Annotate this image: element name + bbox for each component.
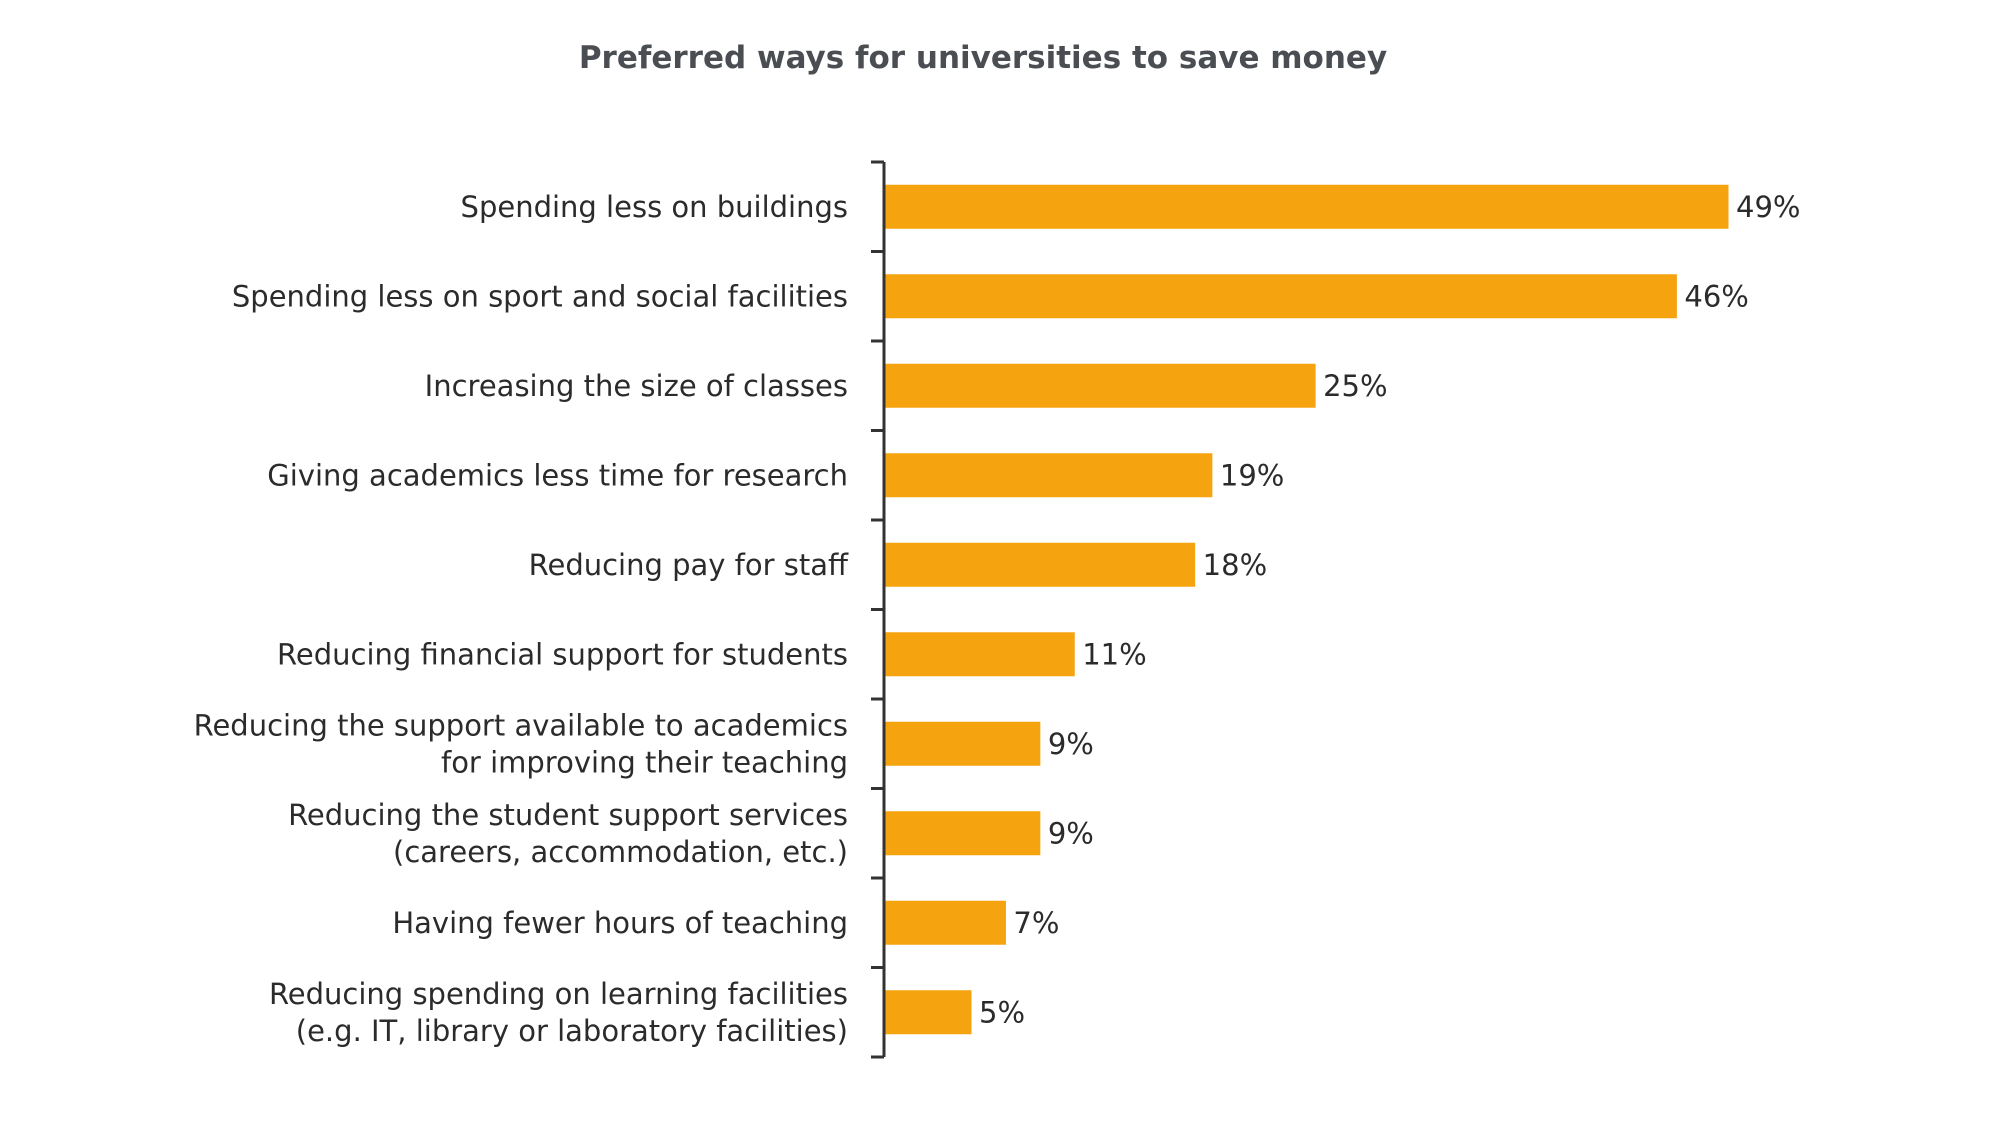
- bar-value-label: 49%: [1736, 190, 1800, 224]
- y-axis: [871, 160, 886, 1059]
- bar-value-label: 9%: [1048, 727, 1094, 761]
- bar: [885, 453, 1213, 498]
- bar-value-label: 9%: [1048, 816, 1094, 850]
- category-label: Reducing the support available to academ…: [194, 708, 848, 779]
- bars-group: [885, 184, 1729, 1035]
- category-label: Having fewer hours of teaching: [392, 906, 848, 940]
- category-label: Spending less on sport and social facili…: [232, 279, 848, 313]
- category-label: Reducing financial support for students: [277, 637, 848, 671]
- bar: [885, 990, 972, 1035]
- bar: [885, 184, 1729, 229]
- bar-value-label: 25%: [1323, 369, 1387, 403]
- bar: [885, 363, 1316, 408]
- category-label: Reducing pay for staff: [529, 548, 849, 582]
- category-label: Giving academics less time for research: [267, 458, 848, 492]
- bar: [885, 811, 1041, 856]
- bar: [885, 900, 1006, 945]
- bar-value-label: 19%: [1220, 458, 1284, 492]
- bar-value-label: 11%: [1082, 637, 1146, 671]
- category-label: Reducing spending on learning facilities…: [269, 977, 848, 1048]
- bar-value-label: 46%: [1684, 279, 1748, 313]
- category-label: Spending less on buildings: [461, 190, 848, 224]
- bar: [885, 542, 1196, 587]
- category-label: Reducing the student support services (ca…: [288, 798, 848, 869]
- bar-value-label: 18%: [1203, 548, 1267, 582]
- chart-title: Preferred ways for universities to save …: [579, 40, 1387, 76]
- bar: [885, 632, 1075, 677]
- bar-value-label: 5%: [979, 995, 1025, 1029]
- category-label: Increasing the size of classes: [425, 369, 848, 403]
- bar: [885, 721, 1041, 766]
- category-labels-group: Spending less on buildings Spending less …: [194, 190, 849, 1048]
- bar: [885, 274, 1677, 319]
- bar-value-label: 7%: [1013, 906, 1059, 940]
- value-labels-group: 49% 46% 25% 19% 18% 11% 9% 9% 7% 5%: [979, 190, 1800, 1030]
